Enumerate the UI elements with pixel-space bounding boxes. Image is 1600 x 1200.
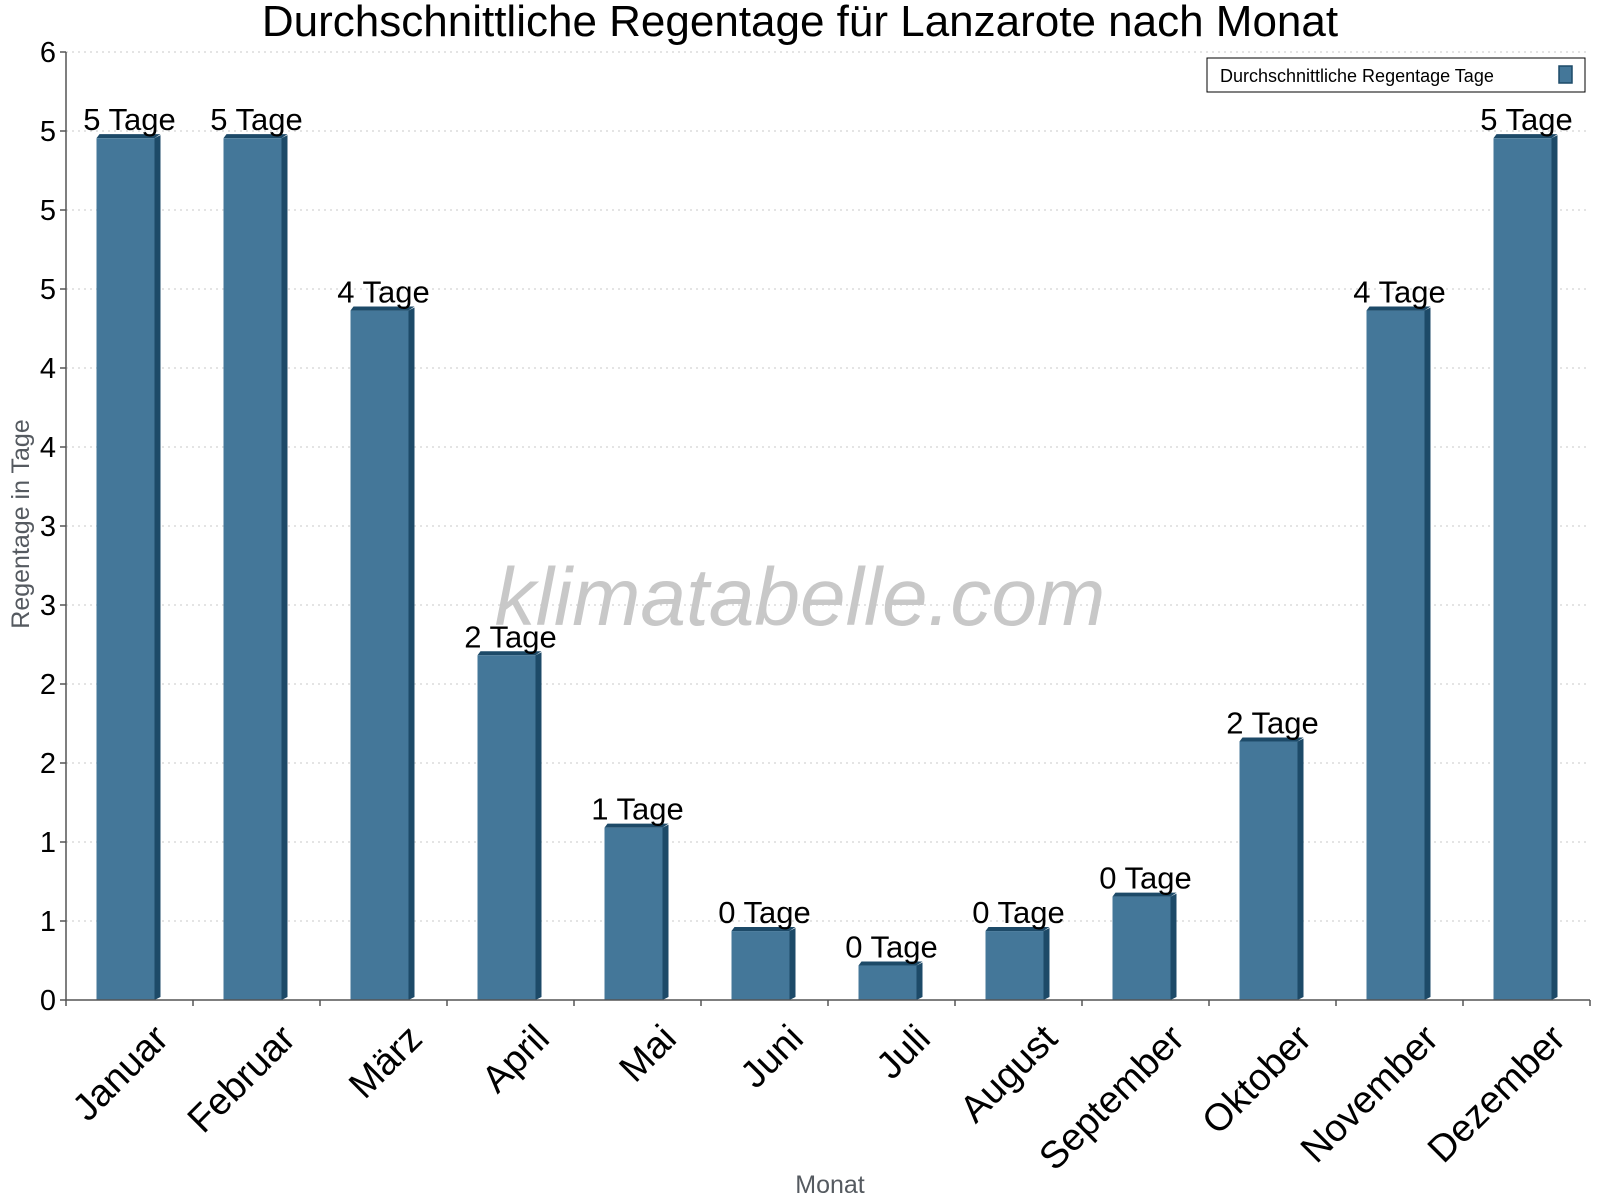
- data-label: 0 Tage: [1099, 861, 1192, 896]
- y-tick-label: 2: [40, 669, 56, 701]
- y-tick-label: 0: [40, 985, 56, 1017]
- x-tick-label: Dezember: [1420, 1017, 1574, 1171]
- data-label: 0 Tage: [972, 895, 1065, 930]
- bar-top: [477, 651, 542, 656]
- bar-side: [1297, 738, 1304, 1000]
- data-label: 5 Tage: [210, 102, 303, 137]
- bar-top: [858, 961, 923, 966]
- x-tick-label: Februar: [180, 1017, 304, 1141]
- x-tick-label: August: [952, 1017, 1066, 1131]
- bar-top: [96, 134, 161, 139]
- bar-top: [223, 134, 288, 139]
- bar-top: [1366, 306, 1431, 311]
- y-tick-label: 6: [40, 37, 56, 69]
- legend-label: Durchschnittliche Regentage Tage: [1220, 66, 1494, 86]
- y-tick-label: 1: [40, 827, 56, 859]
- x-tick-label: März: [341, 1017, 430, 1106]
- y-tick-label: 3: [40, 590, 56, 622]
- bar-front: [1366, 310, 1425, 1001]
- bar-front: [858, 965, 917, 1000]
- bar-front: [985, 931, 1044, 1000]
- bar: [731, 927, 796, 1000]
- x-tick-label: Juli: [869, 1017, 939, 1087]
- bar-side: [154, 135, 161, 1000]
- watermark: klimatabelle.com: [495, 552, 1106, 643]
- bar-front: [477, 655, 536, 1000]
- legend-box: [1206, 57, 1586, 93]
- bar-front: [1112, 896, 1171, 1000]
- bar: [477, 651, 542, 1000]
- bar: [604, 823, 669, 1000]
- bar-side: [408, 307, 415, 1001]
- x-tick-label: April: [474, 1017, 557, 1100]
- bar-front: [1493, 138, 1552, 1000]
- y-axis-title: Regentage in Tage: [7, 419, 35, 628]
- bar-side: [916, 962, 923, 1000]
- data-label: 4 Tage: [337, 275, 430, 310]
- bar-top: [985, 927, 1050, 932]
- bar-top: [1112, 892, 1177, 897]
- bar-top: [731, 927, 796, 932]
- bars: [96, 134, 1558, 1001]
- bar-front: [604, 827, 663, 1000]
- bar: [350, 306, 415, 1001]
- bar: [1239, 737, 1304, 1000]
- data-label: 0 Tage: [718, 895, 811, 930]
- bar: [985, 927, 1050, 1000]
- y-tick-label: 4: [40, 353, 56, 385]
- y-tick-label: 5: [40, 116, 56, 148]
- bar-front: [731, 931, 790, 1000]
- data-label: 2 Tage: [464, 619, 557, 654]
- data-label: 4 Tage: [1353, 275, 1446, 310]
- y-tick-label: 1: [40, 906, 56, 938]
- axes: [60, 51, 1591, 1006]
- bar-front: [350, 310, 409, 1001]
- bar-side: [281, 135, 288, 1000]
- bar-side: [535, 652, 542, 1000]
- bar: [96, 134, 161, 1000]
- y-tick-label: 5: [40, 195, 56, 227]
- grid: [66, 51, 1590, 922]
- x-tick-label: Oktober: [1194, 1017, 1320, 1143]
- bar-front: [223, 138, 282, 1000]
- data-label: 1 Tage: [591, 792, 684, 827]
- x-tick-label: Mai: [612, 1017, 685, 1090]
- bar: [858, 961, 923, 1000]
- bar-side: [1551, 135, 1558, 1000]
- bar: [1493, 134, 1558, 1000]
- x-tick-label: Juni: [733, 1017, 812, 1096]
- chart-title: Durchschnittliche Regentage für Lanzarot…: [262, 0, 1338, 46]
- y-tick-label: 2: [40, 748, 56, 780]
- bar-side: [1424, 307, 1431, 1001]
- bar: [1112, 892, 1177, 1000]
- bar-front: [96, 138, 155, 1000]
- bar: [223, 134, 288, 1000]
- x-tick-label: November: [1293, 1017, 1447, 1171]
- x-axis-title: Monat: [795, 1171, 865, 1199]
- bar-side: [1043, 928, 1050, 1000]
- data-label: 5 Tage: [1480, 102, 1573, 137]
- legend-swatch: [1558, 65, 1573, 84]
- data-label: 0 Tage: [845, 930, 938, 965]
- y-tick-label: 3: [40, 511, 56, 543]
- bar-side: [789, 928, 796, 1000]
- bar-top: [1493, 134, 1558, 139]
- bar-top: [350, 306, 415, 311]
- bar-top: [604, 823, 669, 828]
- bar-front: [1239, 741, 1298, 1000]
- y-tick-label: 4: [40, 432, 56, 464]
- data-label: 2 Tage: [1226, 705, 1319, 740]
- y-tick-label: 5: [40, 274, 56, 306]
- bar-top: [1239, 737, 1304, 742]
- bar: [1366, 306, 1431, 1001]
- x-tick-label: Januar: [65, 1017, 177, 1129]
- legend: Durchschnittliche Regentage Tage: [1206, 57, 1586, 93]
- bar-side: [662, 824, 669, 1000]
- bar-side: [1170, 893, 1177, 1000]
- data-label: 5 Tage: [83, 102, 176, 137]
